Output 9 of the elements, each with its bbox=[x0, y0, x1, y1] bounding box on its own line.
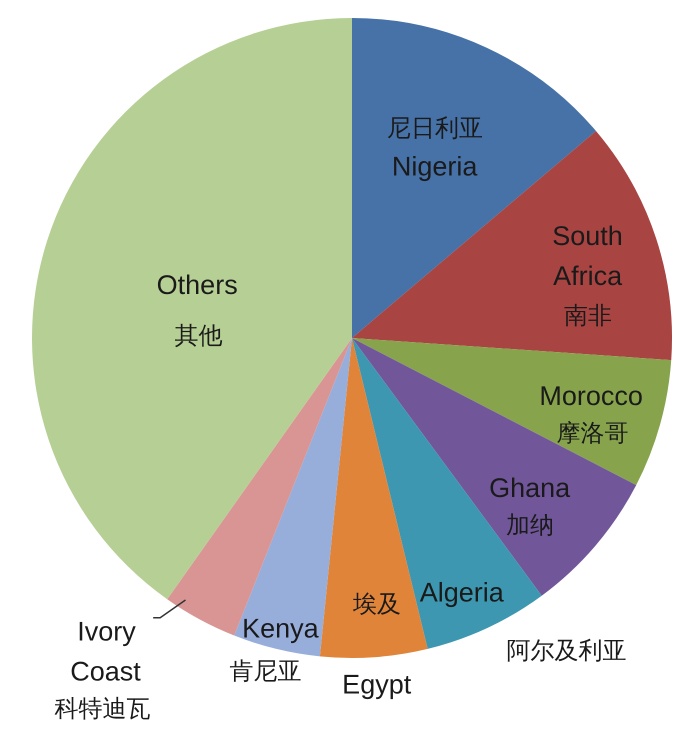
slice-label: Ivory Coast 科特迪瓦 bbox=[54, 616, 151, 722]
slice-label: Morocco 摩洛哥 bbox=[539, 380, 643, 448]
slice-label: Others 其他 bbox=[156, 270, 238, 350]
slice-label: Ghana 加纳 bbox=[489, 473, 572, 539]
slice-label: South Africa 南非 bbox=[552, 221, 624, 330]
slice-label: 尼日利亚 Nigeria bbox=[386, 114, 483, 182]
slice-label: Kenya 肯尼亚 bbox=[230, 614, 320, 685]
category-label: 埃及 Egypt bbox=[342, 590, 412, 700]
slice-label: Algeria 阿尔及利亚 bbox=[420, 577, 627, 665]
